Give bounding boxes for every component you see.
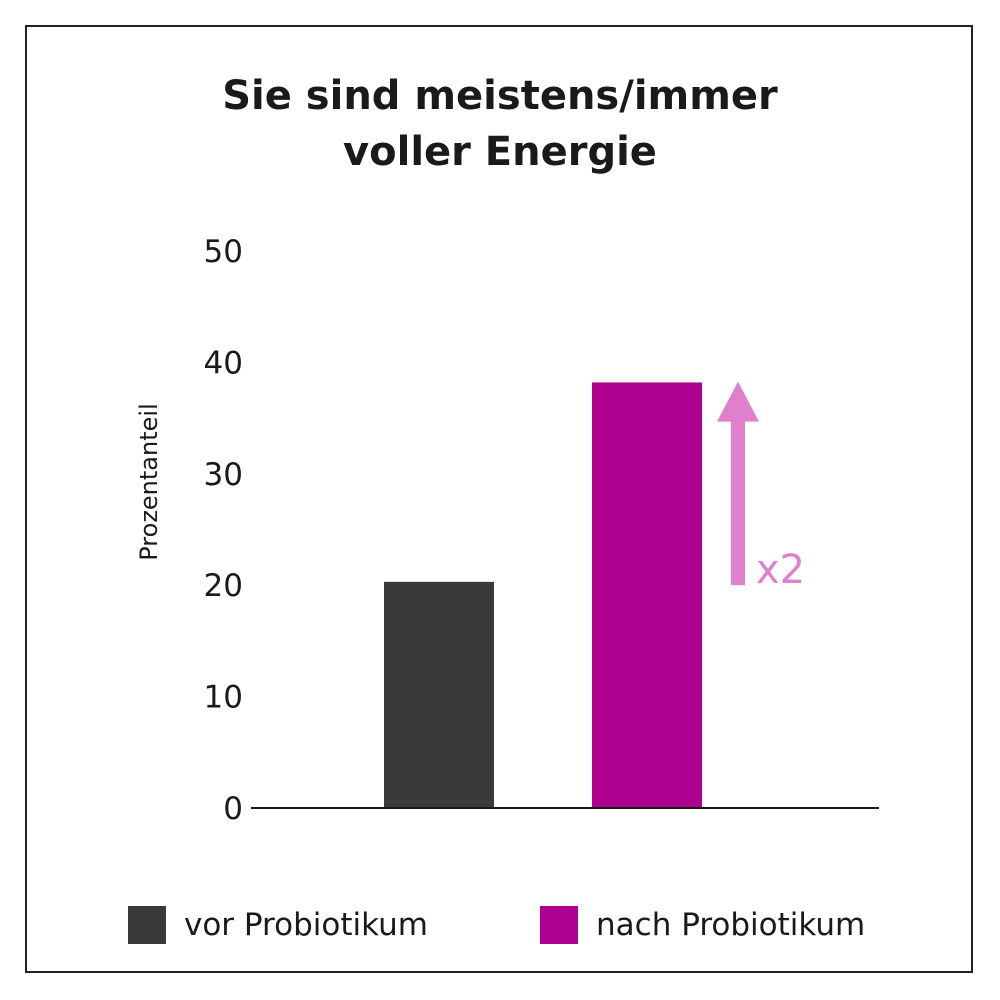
chart-title-line-2: voller Energie xyxy=(343,129,657,175)
y-tick-label-40: 40 xyxy=(204,345,243,381)
y-axis-label: Prozentanteil xyxy=(135,403,163,561)
y-tick-label-30: 30 xyxy=(204,457,243,493)
bar-nach xyxy=(592,382,702,808)
legend-item-nach: nach Probiotikum xyxy=(540,905,865,945)
annotation-label: x2 xyxy=(756,547,805,593)
y-tick-label-20: 20 xyxy=(204,568,243,604)
legend-label-nach: nach Probiotikum xyxy=(596,907,866,943)
y-tick-label-50: 50 xyxy=(204,234,243,270)
annotation-arrow-head xyxy=(717,381,759,422)
legend-label-vor: vor Probiotikum xyxy=(184,907,428,943)
bar-vor xyxy=(384,581,494,808)
y-tick-label-0: 0 xyxy=(223,791,243,827)
chart-frame xyxy=(25,25,973,973)
chart-title-line-1: Sie sind meistens/immer xyxy=(222,73,778,119)
annotation-arrow-shaft xyxy=(731,419,745,586)
y-tick-label-10: 10 xyxy=(204,680,243,716)
legend-item-vor: vor Probiotikum xyxy=(128,905,428,945)
chart-title: Sie sind meistens/immer voller Energie xyxy=(150,68,850,180)
legend-swatch-nach xyxy=(540,906,578,944)
legend-swatch-vor xyxy=(128,906,166,944)
